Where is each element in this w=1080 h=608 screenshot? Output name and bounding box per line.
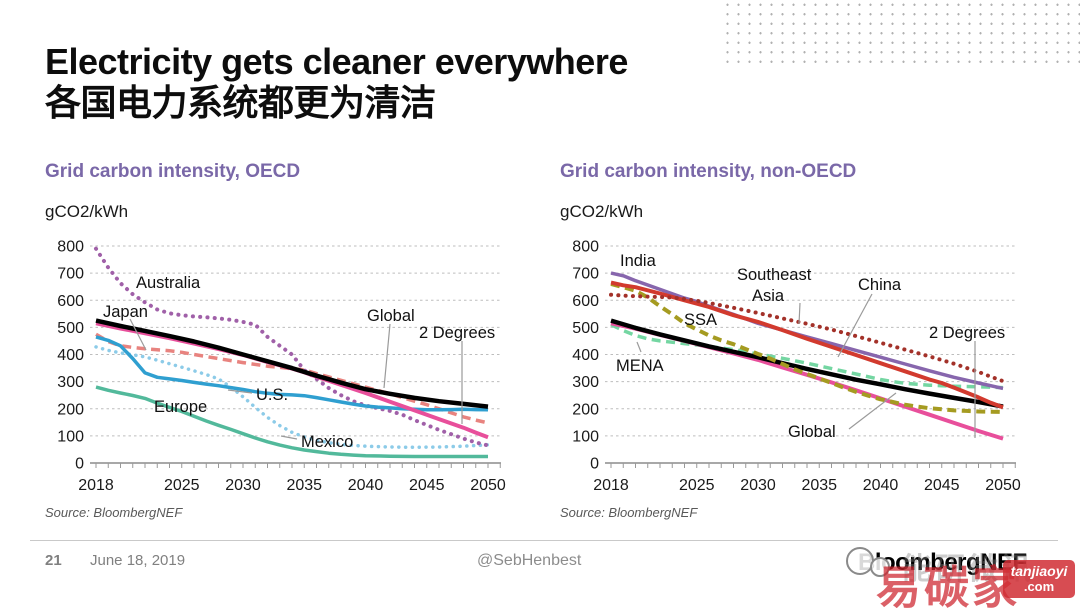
oecd-source: Source: BloombergNEF <box>45 505 183 520</box>
series-southeast-asia <box>609 292 1005 384</box>
slide-title: Electricity gets cleaner everywhere 各国电力… <box>45 41 628 123</box>
svg-text:2030: 2030 <box>225 477 261 494</box>
line-label-australia: Australia <box>136 274 201 292</box>
line-label-mexico: Mexico <box>301 433 353 451</box>
line-label-mena: MENA <box>616 357 664 375</box>
svg-text:700: 700 <box>57 266 84 283</box>
watermark-site-name: tanjiaoyi <box>1010 563 1068 579</box>
twitter-handle: @SebHenbest <box>477 552 582 569</box>
svg-text:2018: 2018 <box>78 477 114 494</box>
svg-text:200: 200 <box>572 401 599 418</box>
line-label-global: Global <box>367 307 415 325</box>
svg-text:100: 100 <box>57 428 84 445</box>
svg-text:300: 300 <box>572 374 599 391</box>
svg-text:2045: 2045 <box>409 477 445 494</box>
slide-title-zh: 各国电力系统都更为清洁 <box>45 81 436 123</box>
svg-text:2035: 2035 <box>286 477 322 494</box>
line-label-india: India <box>620 252 657 270</box>
non-oecd-chart-title: Grid carbon intensity, non-OECD <box>560 161 857 182</box>
line-label-ssa: SSA <box>684 311 717 329</box>
svg-text:800: 800 <box>572 239 599 256</box>
non-oecd-chart-svg: 0 100 200 300 400 500 600 700 800 2018 2025 2030 203… <box>572 239 1021 495</box>
footer-date: June 18, 2019 <box>90 552 186 569</box>
svg-text:600: 600 <box>572 293 599 310</box>
series-global <box>95 318 489 409</box>
non-oecd-source: Source: BloombergNEF <box>560 505 698 520</box>
svg-text:2025: 2025 <box>679 477 715 494</box>
series-global <box>610 318 1004 409</box>
svg-text:2040: 2040 <box>348 477 384 494</box>
svg-text:400: 400 <box>572 347 599 364</box>
dot-pattern-decoration <box>722 0 1080 66</box>
oecd-chart-svg: 0 100 200 300 400 500 600 700 800 2018 2025 2030 203… <box>57 239 506 495</box>
svg-text:0: 0 <box>75 456 84 473</box>
series-mexico <box>94 345 490 450</box>
svg-text:700: 700 <box>572 266 599 283</box>
svg-text:400: 400 <box>57 347 84 364</box>
footer-divider <box>30 540 1058 541</box>
series-australia <box>94 246 490 448</box>
svg-text:2025: 2025 <box>164 477 200 494</box>
line-label-southeast: Southeast <box>737 266 812 284</box>
series-europe <box>95 385 488 459</box>
line-label-china: China <box>858 276 902 294</box>
line-label-2-degrees: 2 Degrees <box>419 324 495 342</box>
svg-text:800: 800 <box>57 239 84 256</box>
svg-text:200: 200 <box>57 401 84 418</box>
line-label-2-degrees: 2 Degrees <box>929 324 1005 342</box>
svg-text:500: 500 <box>572 320 599 337</box>
series-ssa <box>610 282 1004 414</box>
svg-text:2050: 2050 <box>470 477 506 494</box>
slide-title-en: Electricity gets cleaner everywhere <box>45 41 628 82</box>
line-label-asia: Asia <box>752 287 785 305</box>
series-japan <box>95 332 489 425</box>
svg-text:2045: 2045 <box>924 477 960 494</box>
series-mena <box>610 323 1004 390</box>
svg-text:2035: 2035 <box>801 477 837 494</box>
svg-text:2040: 2040 <box>863 477 899 494</box>
series-china <box>610 280 1004 410</box>
line-label-europe: Europe <box>154 398 207 416</box>
watermark-site-tld: .com <box>1023 579 1055 594</box>
chat-bubbles-icon <box>846 547 890 577</box>
line-label-japan: Japan <box>103 303 148 321</box>
line-label-global: Global <box>788 423 836 441</box>
svg-text:2018: 2018 <box>593 477 629 494</box>
series-u-s- <box>95 335 489 412</box>
watermark-red-cn: 易碳家 <box>876 562 1021 608</box>
svg-text:100: 100 <box>572 428 599 445</box>
svg-text:500: 500 <box>57 320 84 337</box>
watermark-site-badge: tanjiaoyi .com <box>1003 560 1075 598</box>
svg-text:2030: 2030 <box>740 477 776 494</box>
page-number: 21 <box>45 552 62 569</box>
non-oecd-axis-unit: gCO2/kWh <box>560 202 644 221</box>
line-label-u-s-: U.S. <box>256 386 288 404</box>
svg-text:300: 300 <box>57 374 84 391</box>
svg-text:600: 600 <box>57 293 84 310</box>
oecd-axis-unit: gCO2/kWh <box>45 202 129 221</box>
oecd-chart-title: Grid carbon intensity, OECD <box>45 161 301 182</box>
svg-text:0: 0 <box>590 456 599 473</box>
svg-text:2050: 2050 <box>985 477 1021 494</box>
